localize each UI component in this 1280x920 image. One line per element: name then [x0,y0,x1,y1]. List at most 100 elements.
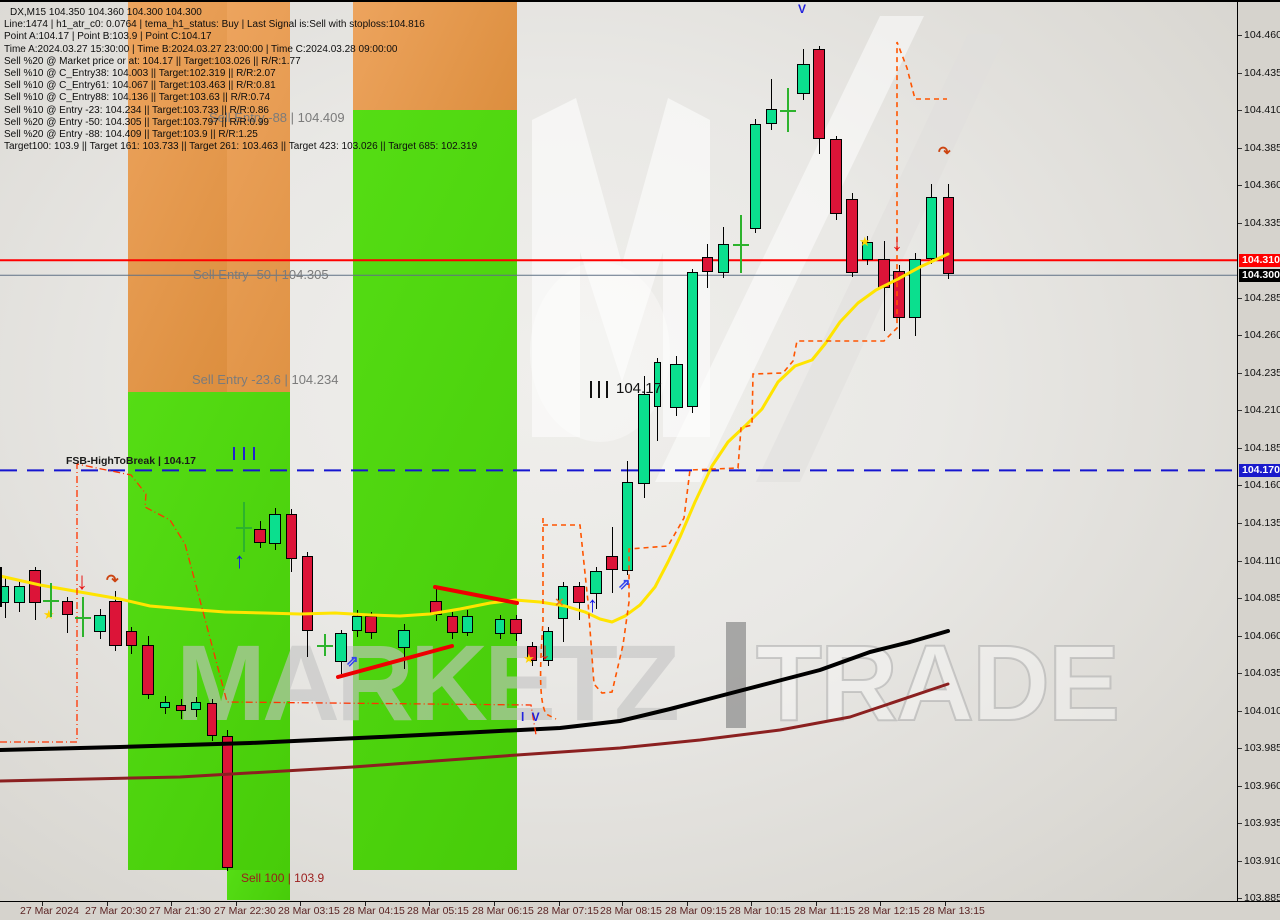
info-line: Sell %20 @ Entry -88: 104.409 || Target:… [4,129,258,140]
bull-candle [687,272,698,407]
tick-bars-marker [606,381,608,398]
tick-bars-marker [590,381,592,398]
time-tick-label: 27 Mar 22:30 [214,905,276,917]
x-mark-icon: × [555,594,564,611]
bull-candle [160,702,170,708]
bull-candle [862,242,873,260]
price-tick [1238,748,1242,749]
price-tick-label: 104.460 [1244,29,1280,41]
price-plus-marker [780,110,796,112]
bear-candle [142,645,154,695]
time-tick [880,902,881,906]
tick-bars-marker [598,381,600,398]
time-tick-label: 28 Mar 06:15 [472,905,534,917]
price-tick-label: 103.910 [1244,855,1280,867]
price-tag: 104.170 [1239,464,1280,477]
price-tick-label: 104.385 [1244,142,1280,154]
bull-candle [670,364,683,408]
price-tick [1238,185,1242,186]
price-tick-label: 103.960 [1244,780,1280,792]
time-tick-label: 28 Mar 13:15 [923,905,985,917]
bull-candle [590,571,602,594]
chart-label: Sell 100 | 103.9 [241,871,325,885]
price-tick [1238,223,1242,224]
bear-candle [222,736,233,868]
info-line: DX,M15 104.350 104.360 104.300 104.300 [10,7,202,18]
price-tick-label: 104.110 [1244,555,1280,567]
time-tick [816,902,817,906]
time-tick [171,902,172,906]
time-tick-label: 27 Mar 21:30 [149,905,211,917]
price-tick [1238,485,1242,486]
bull-candle [352,616,362,631]
orange-zone [128,2,227,392]
price-tick-label: 104.060 [1244,630,1280,642]
price-tick [1238,448,1242,449]
info-line: Line:1474 | h1_atr_c0: 0.0764 | tema_h1_… [4,19,425,31]
time-tick [429,902,430,906]
tick-bars-marker [233,447,235,460]
star-icon: ★ [43,607,55,622]
bear-candle [126,631,137,646]
price-axis[interactable]: 104.460 104.435 104.410 104.385 104.360 104.3… [1238,0,1280,904]
price-tick-label: 103.985 [1244,742,1280,754]
info-line: Time A:2024.03.27 15:30:00 | Time B:2024… [4,43,398,55]
chart-label: Sell Entry -50 | 104.305 [193,267,329,282]
bull-candle [622,482,633,571]
bull-candle [398,630,410,648]
bull-candle [462,616,473,633]
price-tick [1238,561,1242,562]
bull-candle [495,619,505,634]
time-tick [751,902,752,906]
bull-candle [909,259,921,318]
time-tick-label: 27 Mar 20:30 [85,905,147,917]
up-arrow-icon: ↑ [234,548,245,573]
bear-candle [62,601,73,615]
price-tick-label: 104.260 [1244,329,1280,341]
bear-candle [813,49,825,139]
price-plus-marker [75,617,91,619]
bear-candle [109,601,122,646]
price-plus-marker [733,244,749,246]
bull-candle [926,197,937,259]
time-tick [365,902,366,906]
up-arrow-icon: ↑ [587,592,598,617]
info-line: Sell %10 @ C_Entry38: 104.003 || Target:… [4,68,276,79]
price-tick [1238,823,1242,824]
down-arrow-icon: ↓ [76,568,88,595]
tick-bars-marker [243,447,245,460]
price-tick-label: 104.035 [1244,667,1280,679]
time-tick [559,902,560,906]
bear-candle [893,271,905,318]
bear-candle [207,703,217,736]
star-icon: ★ [859,234,871,249]
bull-candle [750,124,761,229]
price-tick-label: 104.010 [1244,705,1280,717]
chart-label: FSB-HighToBreak | 104.17 [66,455,196,467]
price-tick-label: 104.285 [1244,292,1280,304]
price-tick-label: 104.185 [1244,442,1280,454]
time-axis[interactable]: 27 Mar 2024 27 Mar 20:30 27 Mar 21:30 27 Ma… [0,901,1280,920]
time-tick-label: 28 Mar 08:15 [600,905,662,917]
price-tick [1238,861,1242,862]
price-tick [1238,673,1242,674]
blue-arrow-icon: ⇗ [618,576,631,593]
bull-candle [543,631,553,661]
candle-wick [67,597,68,633]
time-tick-label: 28 Mar 05:15 [407,905,469,917]
price-tick-label: 104.210 [1244,404,1280,416]
chart-label: 104.17 [616,380,662,397]
chart-label: Sell Entry -88 | 104.409 [209,110,345,125]
time-tick-label: 28 Mar 09:15 [665,905,727,917]
price-tick [1238,786,1242,787]
bull-candle [766,109,777,124]
info-line: Sell %10 @ Entry -23: 104.234 || Target:… [4,104,269,116]
bear-candle [510,619,522,634]
green-zone [128,392,290,870]
time-tick-label: 28 Mar 07:15 [537,905,599,917]
bear-candle [846,199,858,273]
price-tick [1238,298,1242,299]
bear-candle [527,646,537,661]
price-tick-label: 104.435 [1244,67,1280,79]
